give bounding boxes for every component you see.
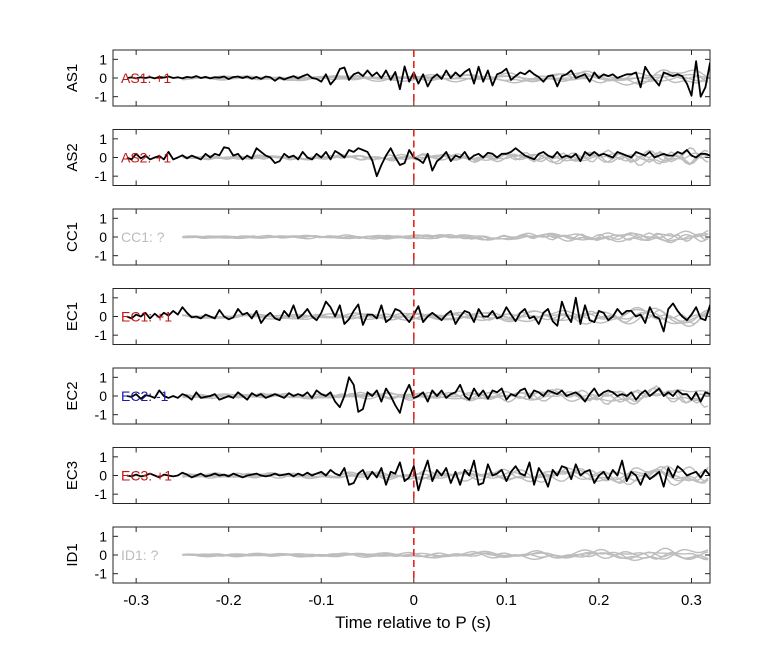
panel-annotation: EC3: +1 [121,468,172,484]
panel-ec1: -1 0 1 EC1 EC1: +1 [64,288,711,345]
gray-trace [182,152,709,165]
panel-data [182,547,709,562]
panel-data [126,296,710,333]
y-tick-label: 1 [99,290,107,306]
panel-annotation: EC2: -1 [121,388,169,404]
series-line [126,60,710,98]
panel-annotation: ID1: ? [121,547,159,563]
y-tick-label: -1 [95,407,108,423]
series-line [126,459,710,492]
panel-as2: -1 0 1 AS2 AS2: +1 [64,129,711,186]
y-tick-label: 0 [99,229,107,245]
panel-data [126,376,710,414]
y-tick-label: 0 [99,150,107,166]
y-tick-label: 0 [99,547,107,563]
y-axis-label: CC1 [64,222,81,252]
panel-ec2: -1 0 1 EC2 EC2: -1 [64,367,711,425]
x-tick-label: 0.2 [589,592,610,609]
panel-data [126,60,710,98]
panel-annotation: EC1: +1 [121,309,172,325]
y-axis-label: ID1 [64,543,81,566]
panels: -1 0 1 AS1 AS1: +1 -1 0 1 AS2 AS2: +1 -1 0 1 CC1 CC1: … [64,49,711,609]
y-tick-label: 1 [99,210,107,226]
panel-ec3: -1 0 1 EC3 EC3: +1 [64,447,711,504]
y-tick-label: 0 [99,468,107,484]
x-tick-label: -0.1 [308,592,334,609]
x-axis-label: Time relative to P (s) [335,613,491,632]
y-tick-label: 0 [99,388,107,404]
panel-data [182,229,709,244]
panel-cc1: -1 0 1 CC1 CC1: ? [64,208,711,266]
gray-trace [182,469,709,484]
series-line [126,146,710,178]
y-tick-label: -1 [95,327,108,343]
panel-annotation: CC1: ? [121,229,165,245]
panel-annotation: AS2: +1 [121,150,171,166]
y-tick-label: -1 [95,89,108,105]
gray-trace [182,232,709,243]
y-tick-label: 0 [99,309,107,325]
series-line [126,296,710,333]
panel-id1: -1 0 1 ID1 ID1: ? [64,526,711,584]
y-tick-label: -1 [95,566,108,582]
y-axis-label: EC2 [64,381,81,410]
x-tick-label: -0.2 [216,592,242,609]
panel-data [126,146,710,178]
y-tick-label: -1 [95,486,108,502]
y-tick-label: -1 [95,248,108,264]
y-tick-label: 1 [99,528,107,544]
y-tick-label: 1 [99,449,107,465]
x-tick-label: 0 [410,592,418,609]
gray-trace [182,465,709,486]
y-tick-label: -1 [95,168,108,184]
y-tick-label: 1 [99,131,107,147]
gray-trace [182,551,709,561]
x-tick-label: 0.1 [496,592,517,609]
panel-data [126,459,710,492]
y-axis-label: AS2 [64,143,81,171]
x-tick-label: -0.3 [123,592,149,609]
panel-as1: -1 0 1 AS1 AS1: +1 [64,49,711,107]
y-tick-label: 0 [99,70,107,86]
panel-annotation: AS1: +1 [121,70,171,86]
x-tick-label: 0.3 [681,592,702,609]
y-tick-label: 1 [99,369,107,385]
y-tick-label: 1 [99,51,107,67]
y-axis-label: EC1 [64,302,81,331]
y-axis-label: AS1 [64,64,81,92]
series-line [126,376,710,414]
y-axis-label: EC3 [64,461,81,490]
